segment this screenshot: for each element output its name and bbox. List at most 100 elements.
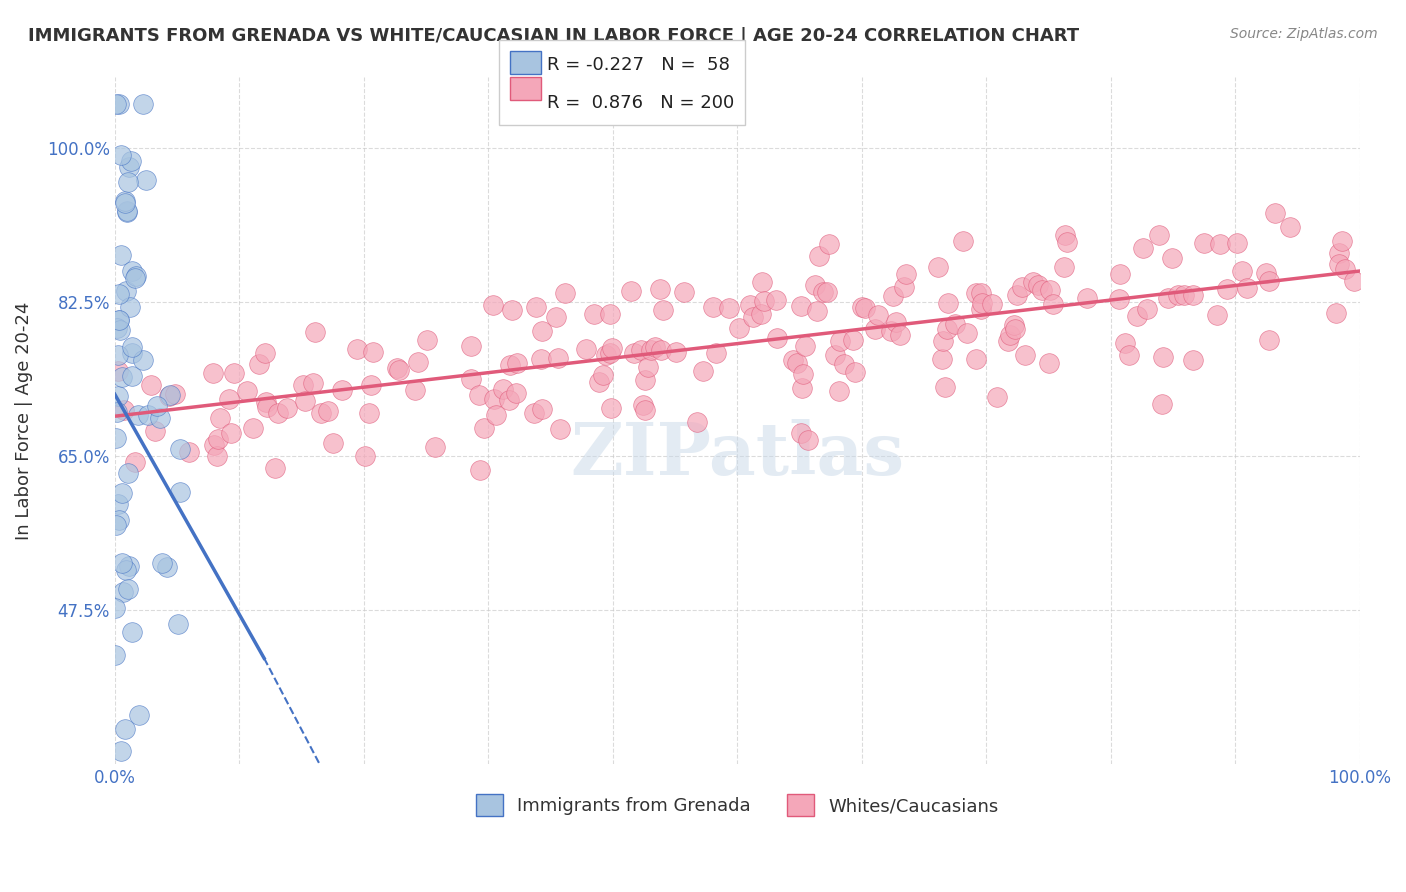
Point: [797, 433, 820, 447]
Point: [256, 400, 278, 414]
Point: [1022, 275, 1045, 289]
Point: [146, 399, 169, 413]
Point: [1000, 328, 1022, 343]
Point: [842, 333, 865, 347]
Point: [620, 285, 643, 299]
Point: [630, 343, 652, 357]
Point: [131, 353, 153, 368]
Point: [107, 389, 129, 403]
Point: [554, 285, 576, 300]
Point: [107, 348, 129, 362]
Point: [1173, 288, 1195, 302]
Point: [114, 722, 136, 736]
Point: [1108, 292, 1130, 306]
Point: [1258, 333, 1281, 347]
Point: [751, 275, 773, 289]
Point: [125, 268, 148, 283]
Point: [360, 377, 382, 392]
Point: [114, 196, 136, 211]
Point: [425, 440, 447, 454]
Point: [120, 153, 142, 168]
Point: [492, 382, 515, 396]
Point: [547, 351, 569, 366]
Point: [880, 324, 903, 338]
Point: [1054, 227, 1077, 242]
Point: [718, 301, 741, 315]
Point: [316, 404, 339, 418]
Point: [792, 367, 814, 381]
Point: [1076, 291, 1098, 305]
Point: [110, 248, 132, 262]
Point: [1109, 267, 1132, 281]
Point: [108, 513, 131, 527]
Point: [156, 559, 179, 574]
Point: [599, 307, 621, 321]
Point: [927, 260, 949, 275]
Point: [254, 395, 277, 409]
Point: [235, 384, 257, 398]
Point: [242, 420, 264, 434]
Point: [107, 313, 129, 327]
Point: [1258, 274, 1281, 288]
Point: [1236, 281, 1258, 295]
Point: [117, 175, 139, 189]
Point: [851, 300, 873, 314]
Point: [981, 297, 1004, 311]
Point: [1343, 274, 1365, 288]
Point: [692, 364, 714, 378]
Point: [811, 285, 834, 299]
Legend: Immigrants from Grenada, Whites/Caucasians: Immigrants from Grenada, Whites/Caucasia…: [468, 787, 1005, 823]
Point: [1327, 246, 1350, 260]
Point: [1152, 350, 1174, 364]
Point: [276, 401, 298, 415]
Point: [121, 625, 143, 640]
Point: [482, 392, 505, 407]
Point: [485, 408, 508, 422]
Point: [623, 346, 645, 360]
Point: [1042, 296, 1064, 310]
Point: [110, 744, 132, 758]
Point: [253, 345, 276, 359]
Point: [752, 294, 775, 309]
Point: [531, 324, 554, 338]
Point: [650, 282, 672, 296]
Point: [1216, 282, 1239, 296]
Point: [110, 322, 132, 336]
Y-axis label: In Labor Force | Age 20-24: In Labor Force | Age 20-24: [15, 301, 32, 540]
Point: [582, 307, 605, 321]
Point: [111, 556, 134, 570]
Point: [330, 383, 353, 397]
Point: [124, 271, 146, 285]
Point: [169, 442, 191, 456]
Point: [108, 96, 131, 111]
Point: [150, 556, 173, 570]
Point: [935, 321, 957, 335]
Point: [792, 381, 814, 395]
Point: [969, 302, 991, 317]
Point: [1334, 262, 1357, 277]
Point: [1167, 288, 1189, 302]
Text: Source: ZipAtlas.com: Source: ZipAtlas.com: [1230, 27, 1378, 41]
Point: [322, 435, 344, 450]
Point: [110, 370, 132, 384]
Point: [143, 424, 166, 438]
Text: ZIPatlas: ZIPatlas: [569, 419, 904, 491]
Point: [388, 363, 411, 377]
Point: [304, 325, 326, 339]
Point: [501, 302, 523, 317]
Point: [247, 357, 270, 371]
Point: [1278, 220, 1301, 235]
Point: [385, 361, 408, 376]
Point: [1264, 206, 1286, 220]
Point: [970, 286, 993, 301]
Point: [644, 340, 666, 354]
Point: [107, 312, 129, 326]
Point: [1324, 306, 1347, 320]
Point: [209, 410, 232, 425]
Point: [157, 389, 180, 403]
Point: [634, 403, 657, 417]
Point: [114, 194, 136, 209]
Point: [148, 411, 170, 425]
Point: [470, 463, 492, 477]
Point: [575, 342, 598, 356]
